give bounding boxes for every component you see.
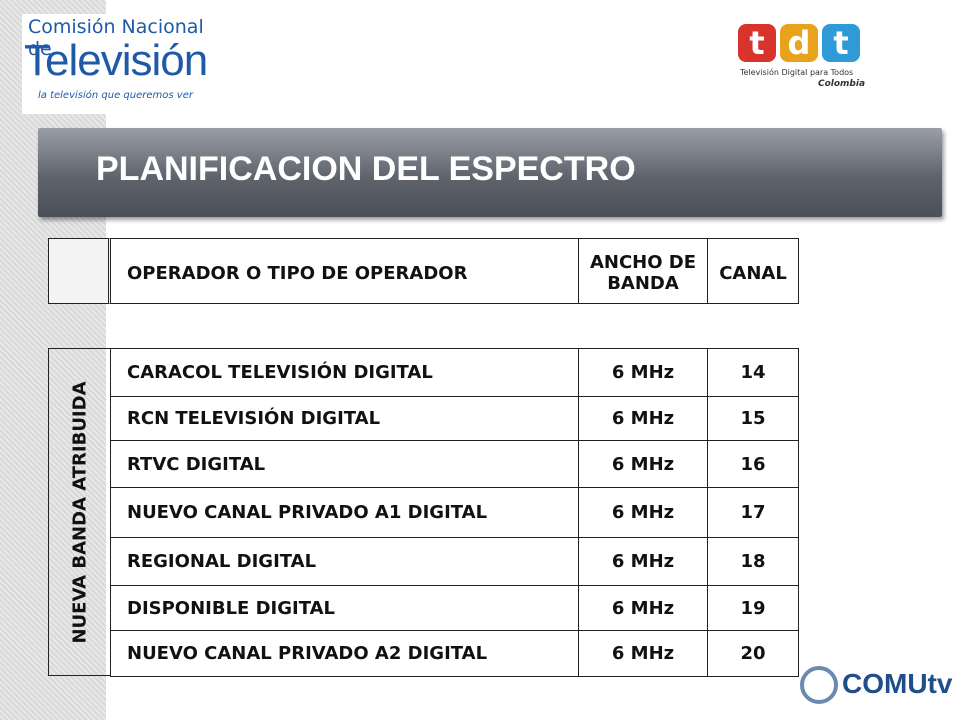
cntv-logo: Comisión Nacional de Televisión la telev… [22, 14, 222, 114]
header-cell: OPERADOR O TIPO DE OPERADOR [110, 238, 579, 304]
table-cell: 19 [707, 585, 799, 631]
table-cell: REGIONAL DIGITAL [110, 537, 579, 586]
table-cell: 20 [707, 630, 799, 677]
table-cell: 6 MHz [578, 396, 708, 441]
title: PLANIFICACION DEL ESPECTRO [96, 150, 636, 188]
logo-text: Televisión [24, 36, 208, 85]
header-cell: CANAL [707, 238, 799, 304]
tdt-letter: t [822, 24, 860, 62]
tdt-letter: t [738, 24, 776, 62]
tdt-country: Colombia [818, 79, 866, 89]
side-stripe [0, 0, 106, 720]
table-cell: CARACOL TELEVISIÓN DIGITAL [110, 348, 579, 397]
table-cell: 15 [707, 396, 799, 441]
logo-icon [800, 666, 838, 704]
table-cell: RTVC DIGITAL [110, 440, 579, 488]
table-cell: 14 [707, 348, 799, 397]
tdt-letter: d [780, 24, 818, 62]
group-label: NUEVA BANDA ATRIBUIDA [69, 380, 91, 644]
table-cell: 6 MHz [578, 440, 708, 488]
table-cell: 6 MHz [578, 585, 708, 631]
table-cell: 6 MHz [578, 537, 708, 586]
table-cell: 6 MHz [578, 630, 708, 677]
header-cell [48, 238, 111, 304]
table-cell: 6 MHz [578, 487, 708, 538]
table-cell: DISPONIBLE DIGITAL [110, 585, 579, 631]
tdt-tagline: Televisión Digital para Todos [740, 68, 854, 77]
table-cell: 16 [707, 440, 799, 488]
table-cell: 17 [707, 487, 799, 538]
table-cell: 18 [707, 537, 799, 586]
title-bar [38, 128, 942, 217]
comutv-logo: COMUtv [800, 660, 953, 716]
table-cell: NUEVO CANAL PRIVADO A1 DIGITAL [110, 487, 579, 538]
table-cell: RCN TELEVISIÓN DIGITAL [110, 396, 579, 441]
header-cell: ANCHO DE BANDA [578, 238, 708, 304]
group-cell: NUEVA BANDA ATRIBUIDA [48, 348, 111, 676]
logo-text: Comisión Nacional de [28, 16, 204, 60]
table-cell: NUEVO CANAL PRIVADO A2 DIGITAL [110, 630, 579, 677]
logo-tagline: la televisión que queremos ver [38, 90, 193, 101]
table-cell: 6 MHz [578, 348, 708, 397]
logo-text: COMUtv [842, 668, 953, 699]
